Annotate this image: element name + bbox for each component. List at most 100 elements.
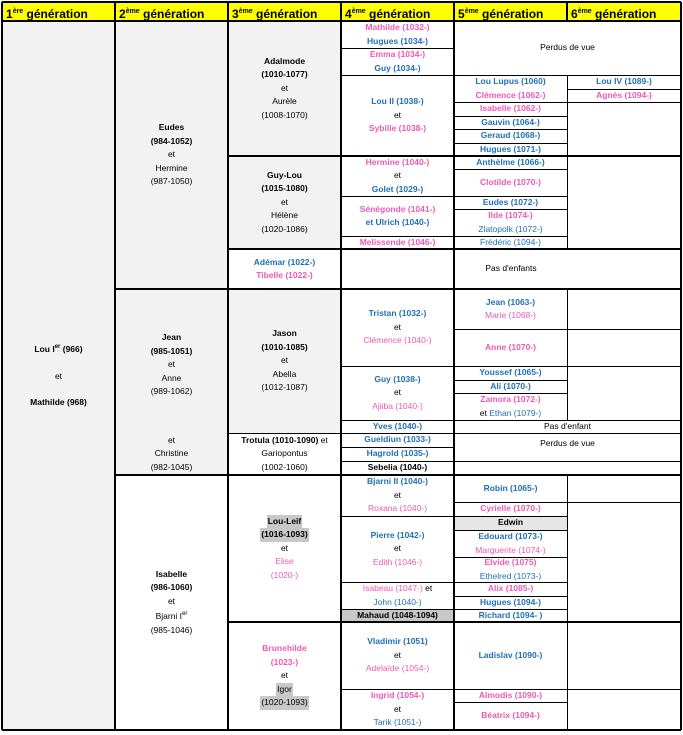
grid-line (454, 379, 567, 381)
gen4-vladimir: Vladimir (1051) et Adelaïde (1054-) (365, 636, 430, 674)
grid-line (341, 195, 454, 197)
gen5-lou-lupus: Lou Lupus (1060) Clémence (1062-) (475, 76, 546, 100)
grid-line (454, 595, 567, 597)
gen2-eudes-bg (115, 21, 228, 289)
gen5-eudes: Eudes (1072-) (482, 196, 539, 207)
gen3-jason-bg (228, 289, 341, 433)
gen4-melissende: Melissende (1046-) (359, 236, 436, 247)
gen5-richard: Richard (1094- ) (478, 609, 543, 620)
grid-line (454, 460, 681, 462)
gen5-elvide: Elvide (1075) Ethelred (1073-) (479, 557, 542, 581)
gen5-almodis: Almodis (1090-) (478, 689, 543, 700)
grid-line (341, 419, 454, 421)
gen4-senegonde: Sénégonde (1041-) et Ulrich (1040-) (359, 203, 436, 228)
grid-line (1, 2, 3, 730)
gen4-tristan: Tristan (1032-) et Clémence (1040-) (363, 308, 432, 346)
gen4-guy2: Guy (1038-) et Ajiiba (1040-) (372, 373, 423, 411)
et-label: et (54, 370, 63, 381)
grid-line (341, 515, 454, 517)
gen6-lou-4: Lou IV (1089-) (596, 76, 652, 87)
grid-line (566, 475, 568, 730)
gen4-isabeau: Isabeau (1047-) et John (1040-) (362, 583, 433, 607)
gen5-ladislav: Ladislav (1090-) (478, 649, 543, 660)
gen5-perdus-de-vue: Perdus de vue (540, 42, 595, 53)
grid-line (454, 556, 567, 558)
gen5-anne: Anne (1070-) (484, 341, 536, 352)
gen3-louleif: Lou-Leif (1016-1093) et Elise (1020-) (260, 514, 309, 580)
gen4-bjarni2: Bjarni II (1040-) et Roxana (1040-) (367, 476, 428, 514)
header-gen5: 5ème génération (454, 2, 567, 21)
gen5-gauvin: Gauvin (1064-) (481, 116, 540, 127)
gen3-adalmode: Adalmode (1010-1077) et Aurèle (1008-1070) (261, 55, 308, 120)
gen5-anthelme: Anthèlme (1066-) (476, 156, 545, 167)
grid-line (567, 88, 681, 90)
grid-line (454, 419, 681, 421)
grid-line (228, 155, 681, 157)
gen5-hugues: Hugues (1071-) (480, 143, 541, 154)
grid-line (341, 460, 454, 462)
gen5-robin: Robin (1065-) (483, 482, 538, 493)
gen6-agnes: Agnès (1094-) (596, 89, 652, 100)
gen1-bg (2, 21, 115, 730)
grid-line (2, 729, 681, 731)
grid-line (454, 515, 567, 517)
gen5-perdus-de-vue-2: Perdus de vue (540, 438, 595, 448)
grid-line (454, 235, 567, 237)
header-gen4: 4ème génération (341, 2, 454, 21)
gen4-gueldiun: Gueldiun (1033-) (364, 434, 431, 445)
grid-line (341, 688, 454, 690)
gen3-trotula: Trotula (1010-1090) et Gariopontus (1002-… (241, 434, 328, 472)
grid-line (341, 47, 454, 49)
grid-line (454, 208, 567, 210)
lou-1: Lou Ier (966) (34, 344, 83, 355)
gen3-guylou-bg (228, 156, 341, 249)
grid-line (454, 115, 567, 117)
grid-line (228, 621, 681, 623)
grid-line (341, 235, 454, 237)
grid-line (454, 529, 567, 531)
gen5-hugues-2: Hugues (1094-) (480, 596, 541, 607)
grid-line (454, 101, 681, 103)
gen5-alix: Alix (1085-) (487, 583, 534, 594)
gen4-ingrid: Ingrid (1054-) et Tarik (1051-) (370, 690, 425, 728)
gen4-emma-guy: Emma (1034-) Guy (1034-) (369, 49, 426, 73)
grid-line (341, 365, 454, 367)
gen1-couple: Lou Ier (966) et Mathilde (968) (2, 21, 115, 730)
grid-line (454, 128, 567, 130)
grid-line (566, 2, 568, 21)
gen5-ali: Ali (1070-) (490, 380, 531, 391)
gen5-geraud: Geraud (1068-) (480, 130, 541, 141)
gen5-youssef: Youssef (1065-) (479, 367, 542, 378)
gen5-pas-d-enfants: Pas d'enfants (485, 263, 537, 274)
grid-line (566, 75, 568, 249)
gen4-pierre: Pierre (1042-) et Edith (1046-) (370, 529, 425, 567)
header-gen2: 2ème génération (115, 2, 228, 21)
gen5-cyrielle: Cyrielle (1070-) (480, 503, 541, 514)
gen4-yves: Yves (1040-) (372, 420, 423, 431)
grid-line (454, 701, 567, 703)
gen3-brunehilde: Brunehilde (1023-) et Igor (1020-1093) (228, 622, 341, 730)
grid-line (454, 195, 567, 197)
header-gen1: 1ère génération (2, 2, 115, 21)
gen5-clotilde: Clotilde (1070-) (480, 176, 541, 187)
grid-line (454, 608, 567, 610)
grid-line (115, 474, 681, 476)
gen4-lou2: Lou II (1038-) et Sybille (1038-) (368, 96, 427, 134)
header-gen6: 6ème génération (567, 2, 681, 21)
gen2-christine: et Christine (982-1045) (150, 434, 193, 472)
grid-line (566, 289, 568, 420)
grid-line (228, 248, 681, 250)
grid-line (680, 2, 682, 730)
grid-line (454, 365, 681, 367)
grid-line (454, 501, 681, 503)
gen3-adalmode-bg (228, 21, 341, 156)
gen4-hagrold: Hagrold (1035-) (366, 448, 429, 459)
gen2-jean-bg (115, 289, 228, 475)
gen5-isabelle: Isabelle (1062-) (480, 103, 541, 114)
grid-line (341, 74, 681, 76)
grid-line (454, 581, 567, 583)
grid-line (114, 2, 116, 730)
gen5-ilde: Ilde (1074-) Zlatopolk (1072-) (478, 210, 543, 234)
gen2-eudes: Eudes (984-1052) et Hermine (987-1050) (150, 122, 193, 187)
gen5-beatrix: Béatrix (1094-) (481, 710, 540, 721)
